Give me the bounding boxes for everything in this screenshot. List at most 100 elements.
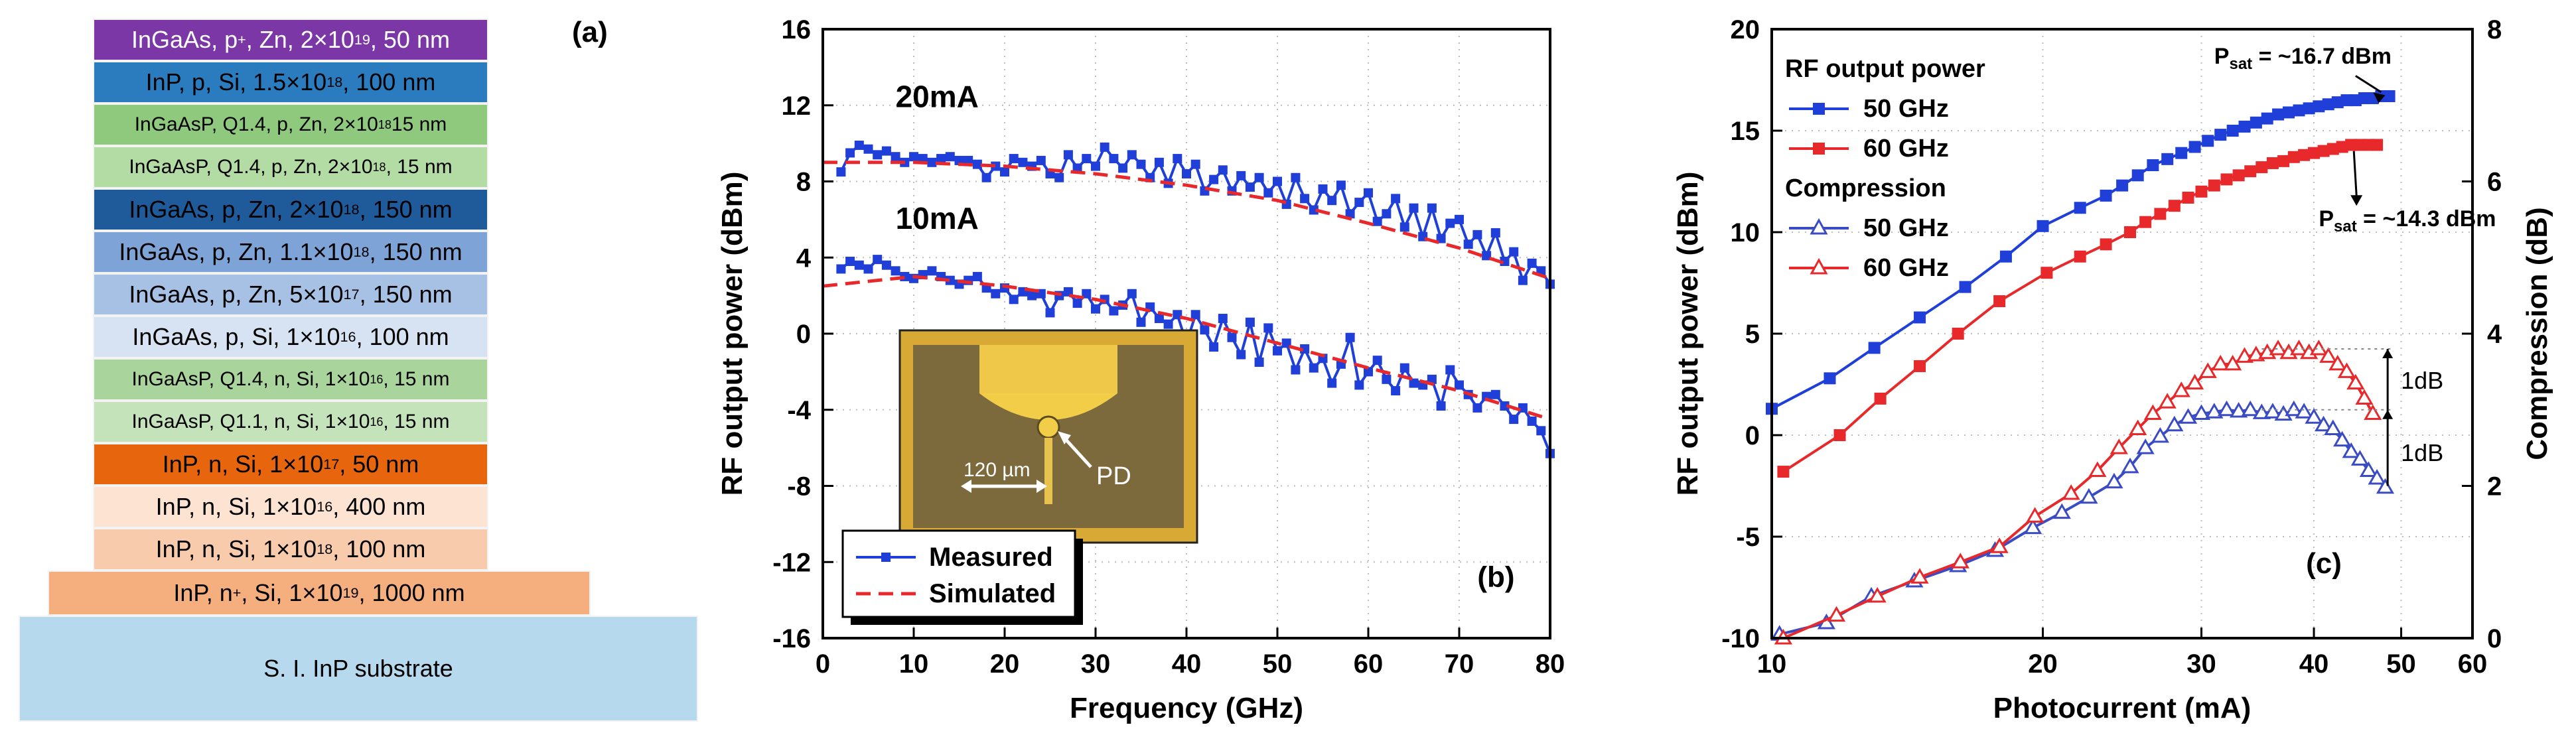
db-label-2: 1dB	[2401, 439, 2443, 466]
50-ghz-compression-point	[2368, 469, 2386, 485]
50-ghz-rf-point	[2282, 106, 2295, 119]
legend-group-rf: RF output power	[1785, 55, 1985, 83]
measured-point	[1063, 150, 1073, 160]
x-tick-label: 0	[816, 649, 830, 679]
measured-point	[1127, 150, 1137, 160]
measured-point	[1273, 346, 1282, 356]
x-tick-label: 30	[2186, 649, 2216, 679]
measured-point	[1254, 172, 1264, 182]
db-arrow-1-head	[2382, 348, 2394, 358]
y-axis-title: RF output power (dBm)	[716, 172, 749, 496]
50-ghz-rf-point	[2202, 135, 2214, 147]
scale-arrow-left	[961, 480, 971, 493]
simulated-curve	[823, 161, 1551, 281]
50-ghz-rf-point	[1868, 342, 1881, 354]
epi-layer: InGaAsP, Q1.4, p, Zn, 2×10 18, 15 nm	[93, 146, 488, 188]
y2-axis-title: Compression (dB)	[2521, 207, 2553, 460]
measured-point	[1309, 205, 1319, 215]
y2-tick-label: 8	[2487, 15, 2502, 44]
epi-layer: InGaAs, p +, Zn, 2×10 19, 50 nm	[93, 19, 488, 61]
x-tick-label: 70	[1445, 649, 1474, 679]
measured-point	[1154, 314, 1164, 324]
x-axis-title: Photocurrent (mA)	[1993, 692, 2252, 724]
50-ghz-rf-point	[2214, 129, 2227, 141]
50-ghz-rf-point	[2383, 90, 2396, 102]
measured-point	[945, 152, 955, 162]
measured-point	[918, 154, 928, 164]
50-ghz-rf-point	[2293, 104, 2305, 117]
measured-point	[881, 146, 891, 156]
60-ghz-rf-point	[2317, 145, 2330, 157]
y-tick-label: 15	[1731, 117, 1760, 146]
photocurrent-chart: 1dB 1dB Psat = ~16.7 dBm Psat = ~14.3 dBm RF…	[1672, 15, 2553, 724]
60-ghz-rf-point	[1833, 429, 1846, 441]
measured-point	[1082, 154, 1092, 164]
50-ghz-compression-point	[2350, 450, 2370, 466]
50-ghz-compression-point	[2342, 442, 2360, 458]
50-ghz-rf-point	[2331, 96, 2344, 109]
annotation-10ma: 10mA	[896, 201, 979, 235]
epi-layer: InGaAs, p, Zn, 1.1×10 18, 150 nm	[93, 231, 488, 273]
60-ghz-compression-point	[1951, 553, 1969, 568]
y-tick-label: -4	[787, 396, 811, 425]
60-ghz-compression-point	[2211, 354, 2230, 371]
measured-point	[1455, 214, 1464, 224]
measured-point	[1372, 216, 1382, 226]
measured-point	[1118, 163, 1128, 173]
measured-point	[1227, 332, 1237, 342]
measured-point	[845, 148, 855, 158]
measured-point	[1154, 157, 1164, 167]
measured-point	[1500, 401, 1510, 411]
measured-point	[1236, 170, 1246, 180]
60-ghz-rf-point	[2371, 139, 2384, 151]
legend-group-compression: Compression	[1785, 174, 1946, 202]
measured-point	[1490, 389, 1500, 399]
panel-c-label: (c)	[2306, 547, 2342, 580]
50-ghz-compression-point	[2121, 457, 2139, 474]
measured-point	[1391, 386, 1401, 396]
y-tick-label: 4	[796, 243, 812, 273]
x-tick-label: 50	[1263, 649, 1293, 679]
y-tick-label: 5	[1745, 320, 1760, 349]
x-tick-label: 10	[899, 649, 929, 679]
50-ghz-compression-point	[2105, 472, 2123, 489]
measured-point	[1527, 416, 1537, 426]
measured-point	[1045, 308, 1055, 318]
60-ghz-compression-point	[2224, 354, 2242, 371]
measured-point	[1182, 169, 1191, 179]
x-axis-title: Frequency (GHz)	[1070, 692, 1303, 724]
measured-point	[972, 271, 982, 281]
measured-point	[891, 152, 900, 162]
measured-point	[1527, 258, 1537, 268]
measured-point	[863, 144, 873, 154]
50-ghz-rf-point	[1999, 250, 2012, 263]
measured-point	[863, 264, 873, 274]
60-ghz-rf-point	[2326, 143, 2339, 155]
measured-point	[1463, 239, 1473, 249]
y-tick-label: 20	[1731, 15, 1760, 44]
pd-label: PD	[1096, 462, 1131, 490]
50-ghz-compression-point	[2263, 403, 2282, 419]
measured-point	[854, 260, 864, 270]
y2-tick-label: 2	[2487, 472, 2502, 501]
measured-point	[945, 275, 955, 285]
measured-point	[1072, 299, 1082, 308]
scale-label: 120 µm	[964, 459, 1031, 481]
annotation-20ma: 20mA	[896, 80, 979, 114]
60-ghz-compression-point	[2158, 393, 2177, 409]
60-ghz-compression-point	[2337, 362, 2356, 378]
legend-comp-50ghz-label: 50 GHz	[1863, 214, 1949, 242]
50-ghz-rf-point	[2261, 112, 2273, 125]
legend-measured-marker	[881, 553, 891, 562]
measured-point	[1364, 367, 1373, 377]
measured-point	[1509, 247, 1519, 257]
legend-rf-60ghz-label: 60 GHz	[1863, 135, 1949, 163]
measured-point	[1136, 159, 1146, 169]
measured-point	[854, 140, 864, 150]
50-ghz-compression-point	[2230, 402, 2248, 418]
60-ghz-rf-point	[1914, 360, 1926, 372]
50-ghz-rf-point	[2037, 220, 2049, 232]
measured-point	[1109, 306, 1119, 316]
60-ghz-rf-point	[2287, 151, 2300, 163]
60-ghz-rf-point	[2336, 141, 2348, 153]
